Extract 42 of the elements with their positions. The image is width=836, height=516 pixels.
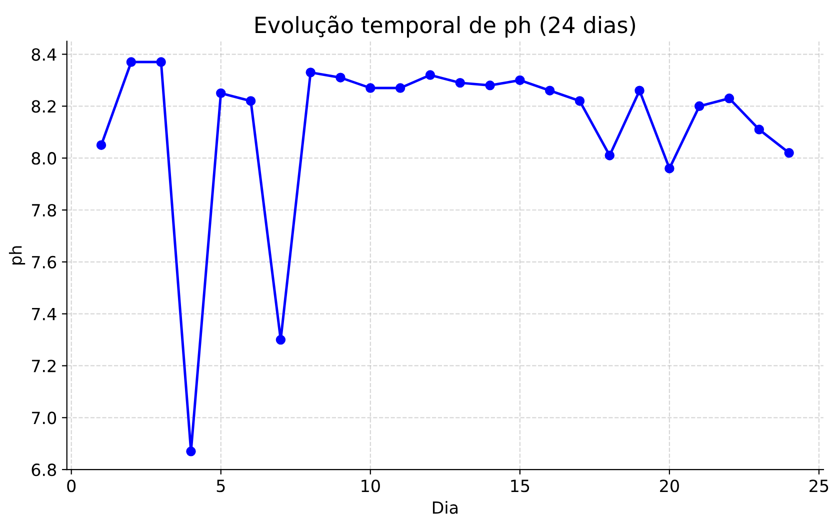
y-tick-label: 8.0 — [32, 152, 56, 165]
x-tick-label: 0 — [67, 480, 76, 492]
y-tick-label: 7.2 — [32, 360, 56, 372]
y-tick-label: 6.8 — [32, 464, 56, 476]
point — [515, 75, 525, 86]
point — [574, 96, 585, 106]
point — [246, 96, 256, 106]
point — [604, 150, 615, 160]
point — [634, 86, 644, 96]
y-tick-label: 7.0 — [32, 412, 56, 424]
point — [425, 70, 436, 80]
y-axis-title: ph — [8, 246, 26, 264]
x-tick-label: 25 — [810, 480, 828, 492]
point — [485, 80, 495, 90]
y-tick-label: 7.4 — [32, 308, 56, 320]
chart-title: Evolução temporal de ph (24 dias) — [256, 16, 636, 38]
point — [455, 78, 465, 88]
x-tick-label: 10 — [362, 480, 380, 492]
point — [216, 88, 226, 98]
point — [336, 72, 346, 82]
x-tick-label: 20 — [660, 480, 679, 492]
point — [126, 57, 136, 67]
x-tick-label: 15 — [511, 480, 530, 492]
point — [186, 446, 196, 456]
point — [156, 57, 166, 67]
point — [395, 83, 406, 93]
point — [366, 83, 376, 93]
y-tick-label: 7.8 — [32, 204, 56, 217]
point — [694, 101, 704, 112]
point — [306, 68, 316, 78]
point — [544, 86, 555, 96]
point — [784, 148, 794, 158]
x-axis-title: Dia — [432, 500, 458, 514]
y-tick-label: 8.4 — [32, 48, 56, 61]
point — [276, 334, 286, 345]
point — [754, 124, 764, 134]
y-tick-label: 8.2 — [32, 100, 56, 113]
y-tick-label: 7.6 — [32, 256, 56, 268]
point — [664, 164, 674, 174]
point — [724, 94, 734, 104]
x-tick-label: 5 — [216, 480, 225, 492]
point — [96, 140, 106, 150]
